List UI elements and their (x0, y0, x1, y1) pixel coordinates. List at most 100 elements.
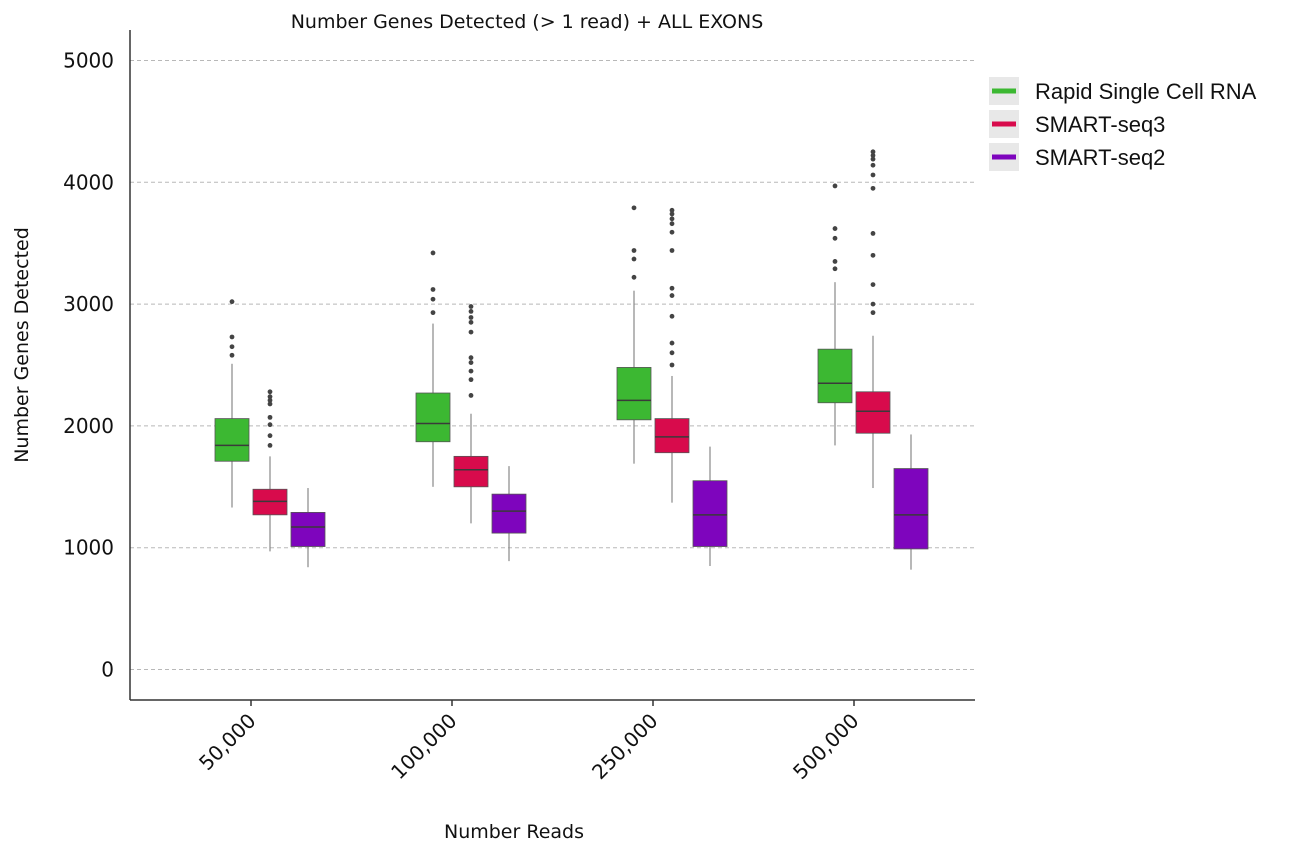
outlier-point (870, 282, 876, 287)
box-body (415, 392, 451, 443)
box-smart-seq2 (893, 434, 929, 570)
outlier-point (468, 355, 474, 361)
y-tick-label: 1000 (63, 536, 114, 560)
box-body (692, 480, 728, 547)
x-tick-label: 100,000 (386, 709, 461, 784)
outlier-point (468, 319, 474, 325)
outlier-point (267, 414, 273, 420)
outlier-point (870, 301, 876, 307)
outlier-point (229, 334, 235, 340)
outlier-point (468, 360, 474, 365)
outlier-point (669, 211, 675, 217)
outlier-point (832, 226, 838, 231)
box-smart-seq2 (491, 466, 527, 562)
outlier-point (267, 401, 273, 407)
box-rapid-single-cell-rna (616, 205, 652, 464)
box-rapid-single-cell-rna (415, 250, 451, 487)
outlier-point (669, 229, 675, 235)
chart-title: Number Genes Detected (> 1 read) + ALL E… (291, 11, 764, 33)
y-tick-label: 5000 (63, 48, 114, 72)
x-axis-title: Number Reads (444, 821, 584, 843)
box-body (616, 367, 652, 421)
outlier-point (870, 231, 876, 236)
box-body (817, 348, 853, 404)
outlier-point (669, 350, 675, 356)
outlier-point (870, 162, 876, 168)
outlier-point (870, 252, 876, 258)
y-tick-label: 0 (101, 658, 114, 682)
outlier-point (669, 207, 675, 213)
outlier-point (430, 250, 436, 256)
outlier-point (229, 344, 235, 350)
outlier-point (631, 205, 637, 211)
y-axis-ticks: 0 1000 2000 3000 4000 5000 (63, 48, 114, 681)
legend-label: SMART-seq3 (1035, 112, 1165, 137)
box-smart-seq3 (252, 389, 288, 552)
x-tick-label: 500,000 (788, 709, 863, 784)
box-body (491, 493, 527, 534)
outlier-point (870, 149, 876, 155)
outlier-point (229, 352, 235, 358)
outlier-point (669, 362, 675, 368)
box-smart-seq3 (654, 207, 690, 503)
outlier-point (468, 329, 474, 335)
box-smart-seq2 (692, 446, 728, 566)
box-smart-seq2 (290, 488, 326, 568)
outlier-point (870, 153, 876, 158)
outlier-point (267, 443, 273, 448)
outlier-point (430, 296, 436, 302)
y-tick-label: 4000 (63, 170, 114, 194)
outlier-point (631, 248, 637, 253)
legend-label: Rapid Single Cell RNA (1035, 79, 1257, 104)
y-tick-label: 2000 (63, 414, 114, 438)
outlier-point (229, 299, 235, 305)
outlier-point (669, 221, 675, 227)
box-body (893, 468, 929, 550)
outlier-point (832, 259, 838, 264)
outlier-point (870, 156, 876, 162)
outlier-point (669, 216, 675, 222)
outlier-point (832, 183, 838, 189)
x-tick-label: 250,000 (587, 709, 662, 784)
legend-label: SMART-seq2 (1035, 145, 1165, 170)
outlier-point (669, 340, 675, 346)
legend: Rapid Single Cell RNA SMART-seq3 SMART-seq… (989, 77, 1257, 171)
outlier-point (267, 422, 273, 428)
x-axis-ticks: 50,000 100,000 250,000 500,000 (194, 700, 864, 784)
box-smart-seq3 (855, 149, 891, 489)
box-body (290, 512, 326, 547)
outlier-point (631, 256, 637, 262)
outlier-point (468, 309, 474, 314)
x-tick-label: 50,000 (194, 709, 260, 775)
outlier-point (468, 368, 474, 374)
outlier-point (430, 310, 436, 316)
box-body (855, 391, 891, 434)
outlier-point (468, 315, 474, 320)
outlier-point (669, 248, 675, 253)
box-rapid-single-cell-rna (214, 299, 250, 508)
y-tick-label: 3000 (63, 292, 114, 316)
box-groups (214, 149, 929, 570)
outlier-point (832, 266, 838, 272)
y-axis-title: Number Genes Detected (11, 227, 33, 463)
outlier-point (267, 433, 273, 439)
outlier-point (870, 185, 876, 191)
gridlines (130, 59, 975, 671)
box-body (654, 418, 690, 454)
outlier-point (870, 172, 876, 178)
outlier-point (267, 397, 273, 403)
outlier-point (669, 313, 675, 319)
box-smart-seq3 (453, 304, 489, 524)
outlier-point (267, 389, 273, 395)
outlier-point (430, 287, 436, 292)
outlier-point (468, 304, 474, 309)
outlier-point (832, 235, 838, 241)
outlier-point (267, 394, 273, 400)
outlier-point (468, 377, 474, 383)
box-rapid-single-cell-rna (817, 183, 853, 446)
outlier-point (669, 285, 675, 291)
outlier-point (631, 274, 637, 280)
outlier-point (468, 393, 474, 398)
box-body (214, 418, 250, 462)
